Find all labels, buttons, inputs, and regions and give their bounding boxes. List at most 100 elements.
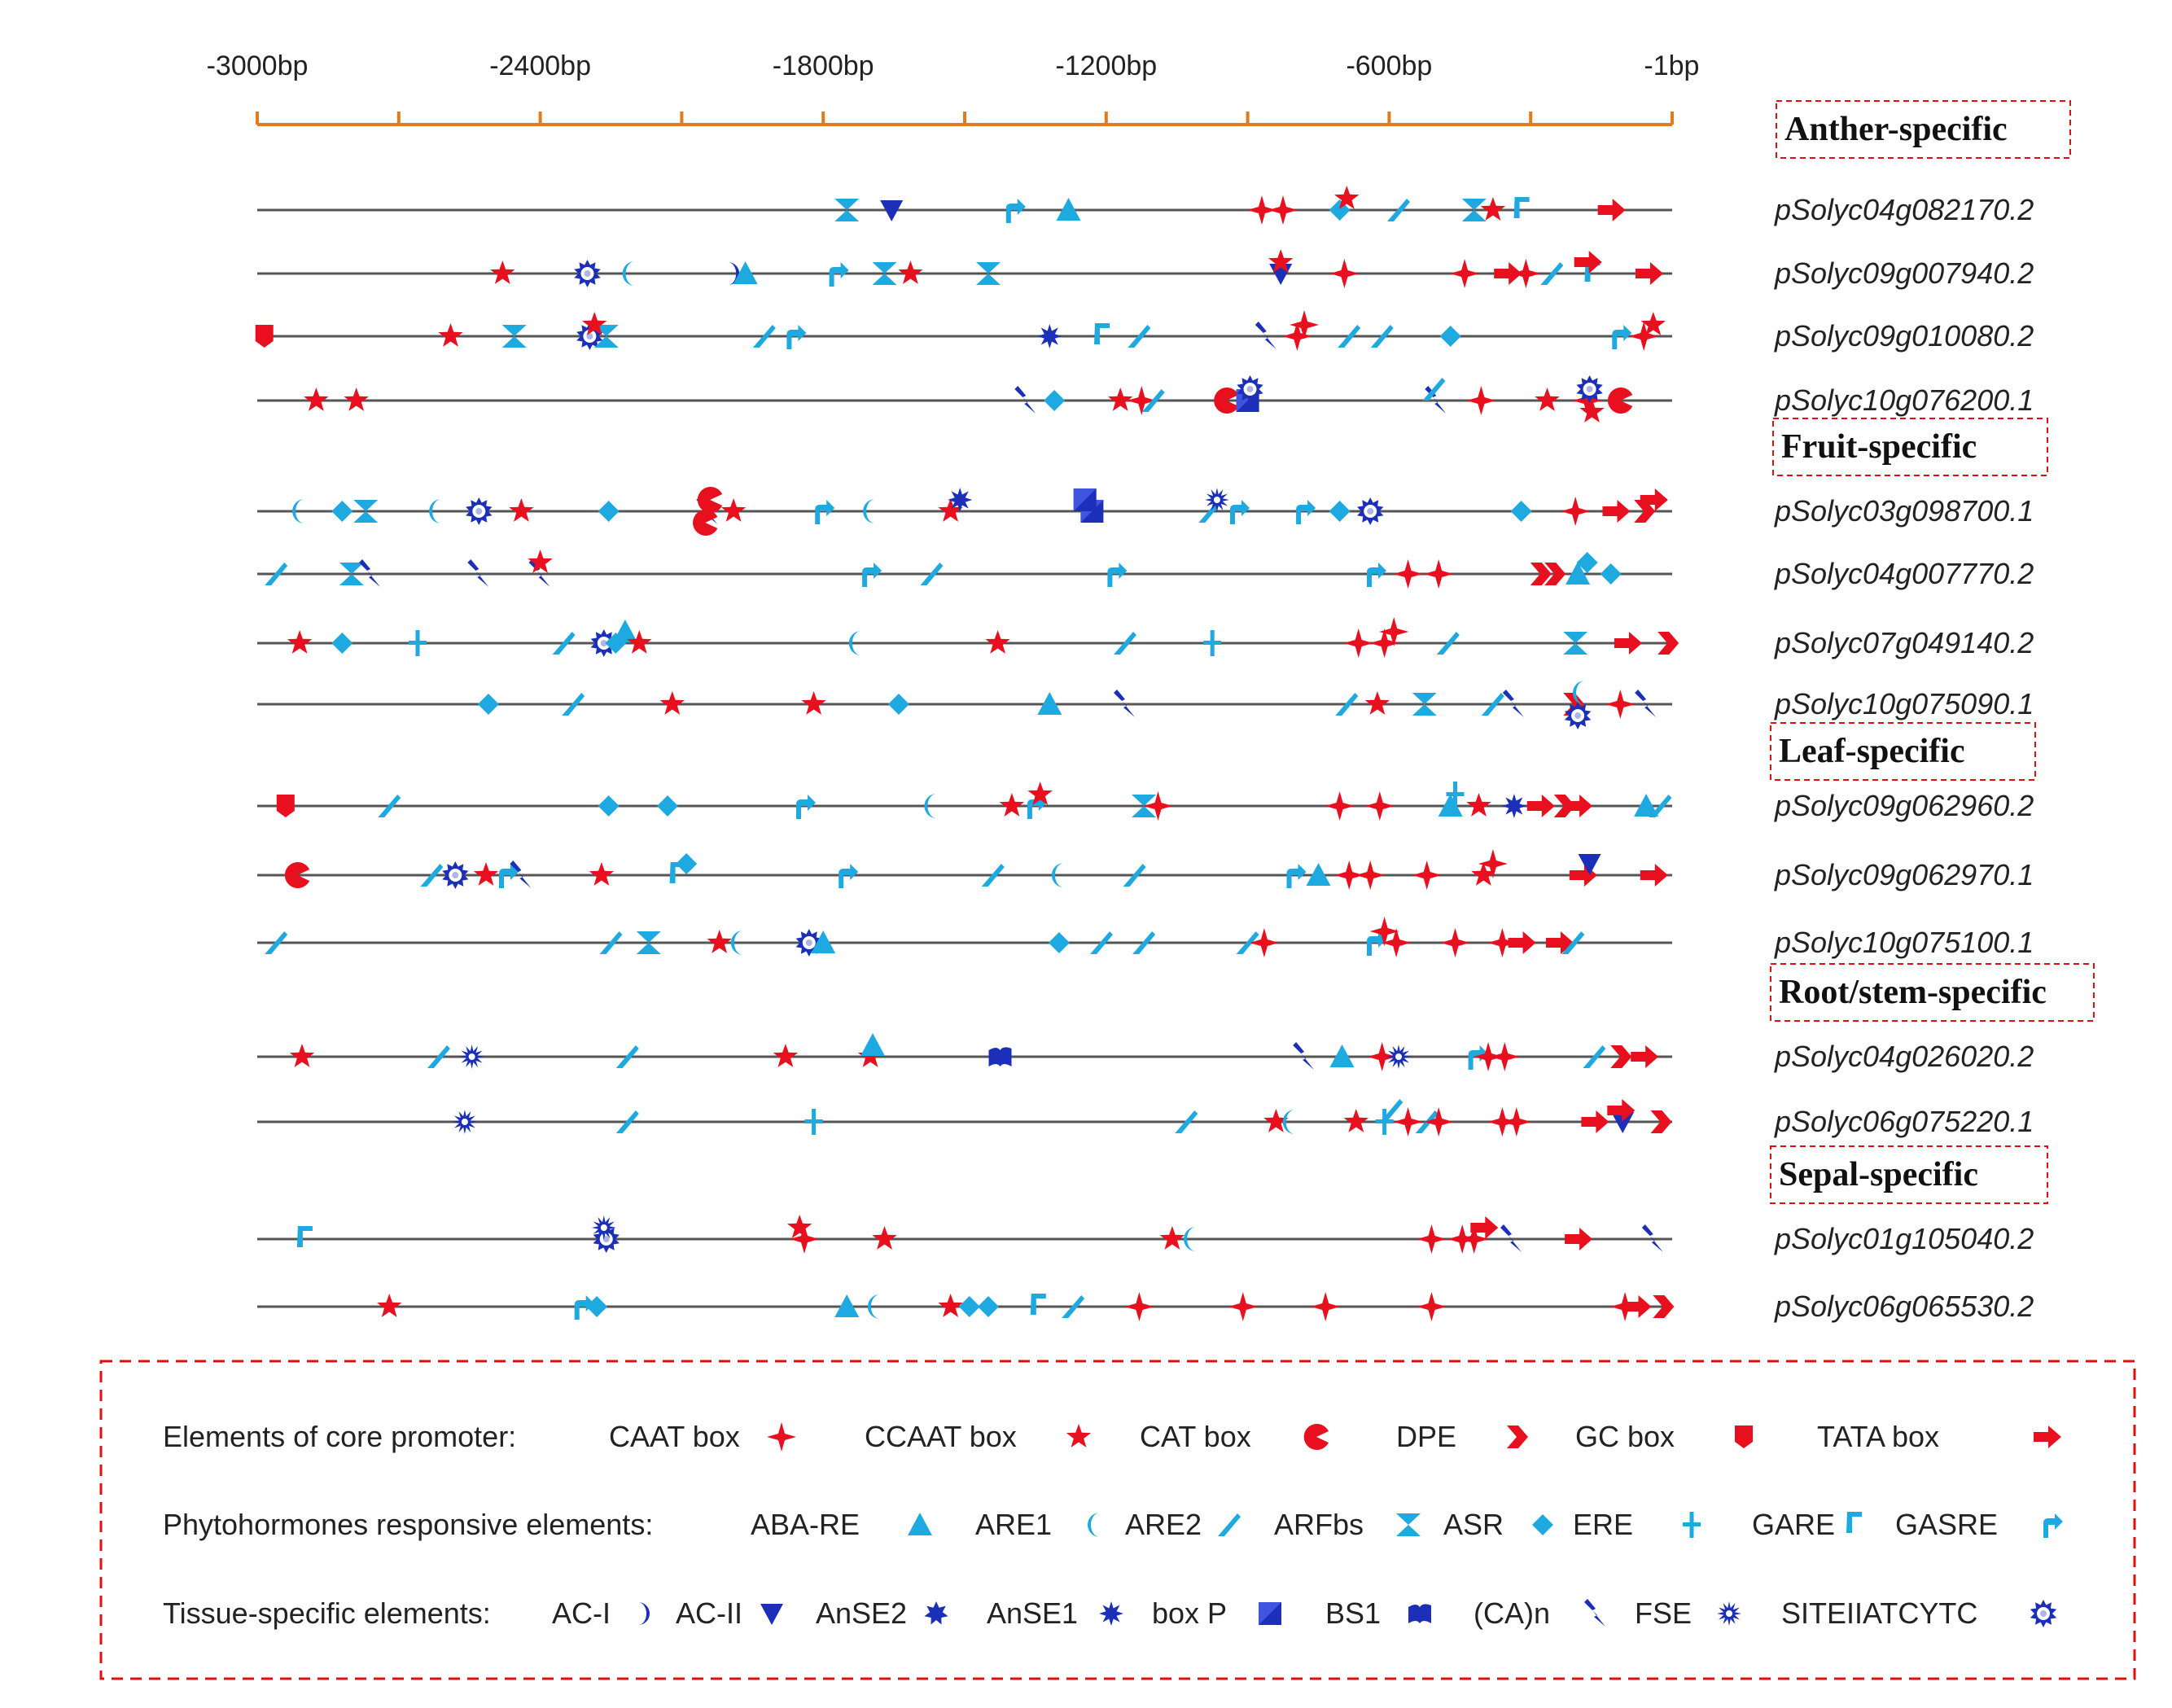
element-caat-box bbox=[1511, 259, 1541, 288]
element-ccaat-box bbox=[287, 630, 313, 654]
track-psolyc09g010080-2: pSolyc09g010080.2 bbox=[257, 319, 2034, 353]
element-tata-box bbox=[1623, 1295, 1652, 1318]
element-siteiiatcytc bbox=[1237, 375, 1263, 403]
element-caat-box bbox=[1369, 917, 1399, 946]
section-leaf-specific: Leaf-specific pSolyc09g062960.2 pSolyc09g0… bbox=[257, 722, 2036, 959]
element-aba-re bbox=[1329, 1045, 1355, 1067]
element-anse1 bbox=[1037, 324, 1062, 348]
legend-symbol-cat-box bbox=[1303, 1424, 1329, 1450]
element-are2 bbox=[552, 632, 576, 655]
element-aba-re bbox=[1056, 198, 1081, 221]
element-aba-re bbox=[733, 261, 758, 284]
element-caat-box bbox=[1364, 791, 1395, 821]
legend-label: ASR bbox=[1443, 1508, 1504, 1541]
element-cat-box bbox=[1607, 388, 1633, 414]
element-tata-box bbox=[1574, 251, 1602, 274]
element-aba-re bbox=[811, 931, 836, 953]
element-ccaat-box bbox=[1579, 399, 1605, 423]
gene-label: pSolyc06g065530.2 bbox=[1774, 1290, 2034, 1323]
element-caat-box bbox=[1561, 497, 1591, 526]
element-asr bbox=[1576, 552, 1598, 573]
element-gasre bbox=[1230, 500, 1250, 524]
element-ccaat-box bbox=[773, 1044, 799, 1067]
element-ac-ii bbox=[1611, 1112, 1635, 1133]
element-ca-n bbox=[467, 559, 489, 587]
element-gasre bbox=[1107, 563, 1128, 587]
element-ccaat-box bbox=[1263, 1109, 1289, 1132]
track-psolyc06g075220-1: pSolyc06g075220.1 bbox=[257, 1105, 2034, 1138]
section-title-box bbox=[1770, 722, 2036, 781]
element-caat-box bbox=[1412, 861, 1442, 890]
legend-symbol-are1 bbox=[1088, 1513, 1100, 1537]
legend-item-siteiiatcytc: SITEIIATCYTC bbox=[1781, 1596, 2057, 1630]
element-aba-re bbox=[1037, 692, 1062, 715]
legend-item-cat-box: CAT box bbox=[1140, 1420, 1329, 1453]
element-aba-re bbox=[1306, 863, 1331, 886]
element-asr bbox=[676, 853, 698, 874]
element-asr bbox=[598, 795, 620, 817]
element-ca-n bbox=[1014, 386, 1036, 414]
legend-label: box P bbox=[1152, 1596, 1227, 1630]
gene-label: pSolyc04g007770.2 bbox=[1774, 557, 2034, 590]
element-ccaat-box bbox=[1364, 691, 1390, 715]
element-asr bbox=[331, 501, 353, 522]
legend-item-arfbs: ARFbs bbox=[1274, 1508, 1421, 1541]
legend-symbol-tata-box bbox=[2034, 1426, 2061, 1448]
legend-row-1: Elements of core promoter: CAAT box CCAAT … bbox=[163, 1420, 2061, 1453]
element-arfbs bbox=[339, 563, 364, 585]
element-are2 bbox=[1090, 931, 1113, 954]
element-gasre bbox=[1296, 500, 1316, 524]
element-caat-box bbox=[1127, 386, 1157, 415]
element-gare bbox=[1094, 323, 1110, 344]
element-tata-box bbox=[1526, 795, 1555, 817]
element-asr bbox=[1044, 390, 1066, 411]
element-caat-box bbox=[1290, 310, 1320, 339]
legend-symbol-ac-ii bbox=[760, 1604, 783, 1625]
element-ca-n bbox=[359, 559, 380, 587]
track-psolyc04g026020-2: pSolyc04g026020.2 bbox=[257, 1040, 2034, 1073]
legend-item-fse: FSE bbox=[1635, 1596, 1741, 1630]
element-are2 bbox=[562, 693, 585, 716]
gene-label: pSolyc10g075100.1 bbox=[1774, 926, 2034, 959]
track-sections: Anther-specific pSolyc04g082170.2 pSolyc09… bbox=[255, 100, 2095, 1323]
legend-symbol-fse bbox=[1717, 1601, 1741, 1626]
element-caat-box bbox=[1629, 322, 1659, 351]
gene-label: pSolyc09g007940.2 bbox=[1774, 256, 2034, 290]
element-caat-box bbox=[1325, 791, 1355, 821]
element-ere bbox=[804, 1109, 823, 1135]
legend-label: ARE2 bbox=[1125, 1508, 1202, 1541]
element-are1 bbox=[867, 1294, 880, 1319]
element-caat-box bbox=[1474, 1042, 1504, 1071]
legend-item-anse1: AnSE1 bbox=[987, 1596, 1123, 1630]
element-are2 bbox=[1236, 931, 1259, 954]
section-title-box bbox=[1770, 963, 2095, 1022]
element-asr bbox=[1510, 501, 1532, 522]
legend-item-ca-n: (CA)n bbox=[1474, 1596, 1605, 1630]
element-ccaat-box bbox=[289, 1044, 315, 1067]
element-aba-re bbox=[834, 1294, 860, 1317]
section-title: Anther-specific bbox=[1784, 111, 2008, 148]
element-ccaat-box bbox=[1471, 862, 1496, 886]
element-are2 bbox=[1481, 693, 1504, 716]
gene-label: pSolyc09g062970.1 bbox=[1774, 858, 2034, 891]
element-ccaat-box bbox=[659, 691, 685, 715]
element-gasre bbox=[1286, 864, 1307, 888]
legend-item-ac-ii: AC-II bbox=[676, 1596, 783, 1630]
element-ccaat-box bbox=[1268, 249, 1294, 273]
element-gasre bbox=[829, 262, 849, 287]
section-anther-specific: Anther-specific pSolyc04g082170.2 pSolyc09… bbox=[257, 100, 2071, 417]
element-are1 bbox=[1184, 1227, 1197, 1251]
element-are2 bbox=[615, 1110, 639, 1133]
element-asr bbox=[331, 633, 353, 654]
element-siteiiatcytc bbox=[466, 497, 493, 525]
element-caat-box bbox=[1329, 259, 1360, 288]
element-are2 bbox=[599, 931, 623, 954]
element-gasre bbox=[499, 864, 519, 888]
element-are1 bbox=[848, 631, 861, 655]
element-tata-box bbox=[1470, 1216, 1499, 1239]
element-asr bbox=[477, 694, 499, 715]
gene-label: pSolyc03g098700.1 bbox=[1774, 494, 2034, 528]
element-are2 bbox=[1540, 262, 1564, 285]
element-ac-ii bbox=[1578, 854, 1601, 875]
element-arfbs bbox=[1412, 693, 1437, 716]
